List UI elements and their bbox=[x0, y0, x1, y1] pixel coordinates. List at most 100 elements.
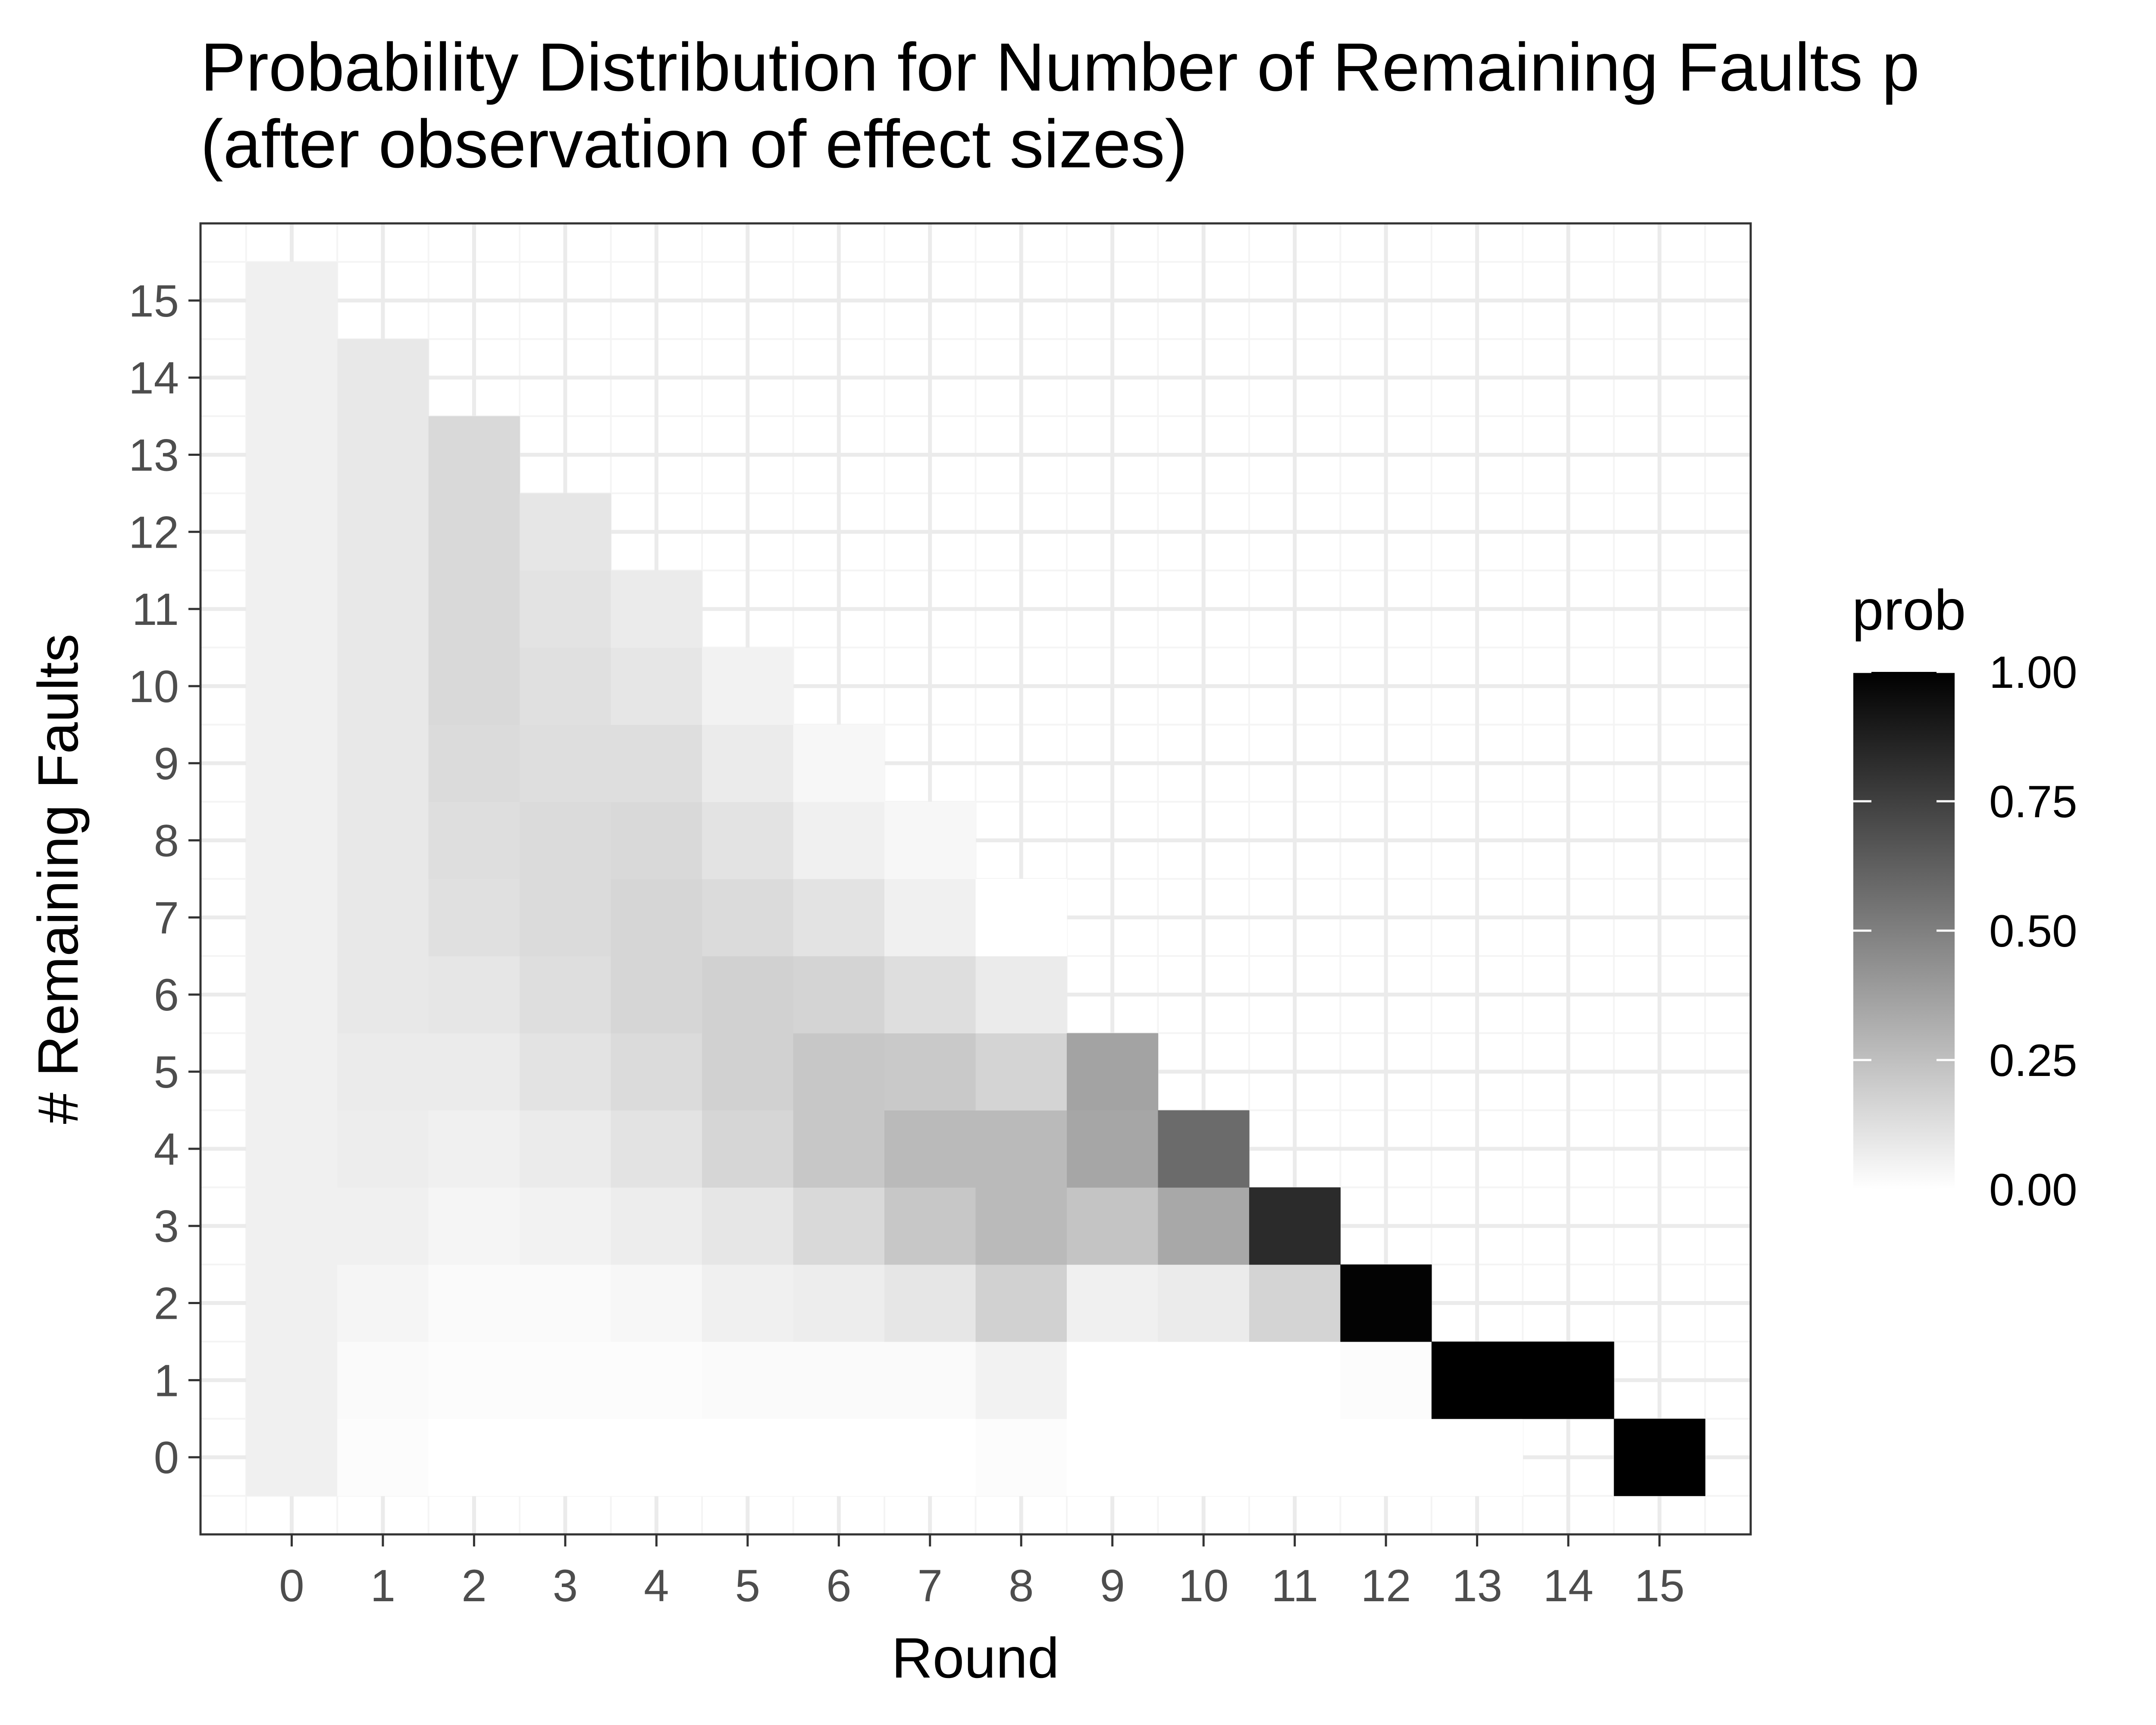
heatmap-tile bbox=[520, 1187, 611, 1265]
y-axis-title: # Remaining Faults bbox=[26, 634, 90, 1124]
heatmap-tile bbox=[975, 956, 1067, 1034]
heatmap-tile bbox=[1066, 1418, 1159, 1496]
heatmap-tile bbox=[1249, 1418, 1341, 1496]
color-legend: prob 1.00 0.75 0.50 0.25 0.00 bbox=[1852, 578, 2077, 1215]
heatmap-tile bbox=[337, 879, 429, 957]
heatmap-tile bbox=[246, 1418, 338, 1496]
x-tick-label: 15 bbox=[1634, 1561, 1685, 1611]
heatmap-tile bbox=[1158, 1418, 1250, 1496]
heatmap-tile bbox=[428, 416, 520, 494]
x-tick-label: 13 bbox=[1452, 1561, 1502, 1611]
x-tick-label: 0 bbox=[279, 1561, 304, 1611]
heatmap-tile bbox=[1066, 1264, 1159, 1342]
legend-label: 1.00 bbox=[1989, 647, 2077, 698]
heatmap-tile bbox=[702, 1033, 794, 1111]
x-tick-label: 3 bbox=[553, 1561, 578, 1611]
y-tick-label: 5 bbox=[154, 1047, 179, 1098]
heatmap-tile bbox=[1158, 1110, 1250, 1188]
y-tick-label: 9 bbox=[154, 739, 179, 789]
heatmap-tile bbox=[337, 1187, 429, 1265]
heatmap-tile bbox=[884, 1341, 976, 1419]
heatmap-tile bbox=[246, 1264, 338, 1342]
heatmap-tile bbox=[793, 1341, 885, 1419]
heatmap-tile bbox=[246, 493, 338, 571]
legend-ticks: 1.00 0.75 0.50 0.25 0.00 bbox=[1853, 647, 2077, 1215]
heatmap-tile bbox=[702, 647, 794, 725]
heatmap-tile bbox=[702, 1187, 794, 1265]
heatmap-tile bbox=[611, 1033, 702, 1111]
legend-label: 0.00 bbox=[1989, 1165, 2077, 1215]
heatmap-tile bbox=[884, 1187, 976, 1265]
heatmap-tile bbox=[1340, 1264, 1432, 1342]
heatmap-tile bbox=[246, 570, 338, 648]
y-tick-label: 8 bbox=[154, 816, 179, 866]
heatmap-tile bbox=[702, 1264, 794, 1342]
panel-border bbox=[199, 222, 1752, 1536]
heatmap-tile bbox=[428, 1341, 520, 1419]
x-tick-label: 14 bbox=[1543, 1561, 1594, 1611]
heatmap-tile bbox=[975, 879, 1067, 957]
heatmap-tile bbox=[246, 262, 338, 339]
heatmap-tile bbox=[428, 879, 520, 957]
heatmap-tile bbox=[337, 570, 429, 648]
heatmap-tile bbox=[428, 802, 520, 879]
heatmap-tile bbox=[337, 956, 429, 1034]
heatmap-tile bbox=[520, 647, 611, 725]
heatmap-tile bbox=[520, 1033, 611, 1111]
heatmap-tile bbox=[246, 647, 338, 725]
y-tick-label: 2 bbox=[154, 1279, 179, 1329]
heatmap-tile bbox=[246, 416, 338, 494]
heatmap-tile bbox=[793, 724, 885, 802]
heatmap-tile bbox=[611, 1418, 702, 1496]
heatmap-tile bbox=[520, 879, 611, 957]
heatmap-tile bbox=[337, 802, 429, 879]
heatmap-tile bbox=[428, 1110, 520, 1188]
heatmap-tile bbox=[337, 647, 429, 725]
heatmap-tile bbox=[975, 1418, 1067, 1496]
heatmap-tile bbox=[611, 956, 702, 1034]
heatmap-tile bbox=[337, 724, 429, 802]
y-tick-label: 14 bbox=[128, 353, 179, 404]
heatmap-tile bbox=[1249, 1187, 1341, 1265]
heatmap-tile bbox=[611, 647, 702, 725]
heatmap-tile bbox=[884, 879, 976, 957]
heatmap-tile bbox=[337, 416, 429, 494]
heatmap-tile bbox=[702, 1418, 794, 1496]
legend-label: 0.25 bbox=[1989, 1035, 2077, 1086]
heatmap-tile bbox=[702, 879, 794, 957]
heatmap-tile bbox=[520, 1418, 611, 1496]
heatmap-tile bbox=[428, 1418, 520, 1496]
heatmap-tile bbox=[520, 493, 611, 571]
legend-label: 0.75 bbox=[1989, 777, 2077, 827]
y-tick-label: 1 bbox=[154, 1355, 179, 1406]
plot-panel bbox=[199, 222, 1752, 1536]
heatmap-tile bbox=[1340, 1418, 1432, 1496]
y-tick-label: 15 bbox=[128, 276, 179, 326]
heatmap-tile bbox=[793, 1418, 885, 1496]
heatmap-tile bbox=[337, 1341, 429, 1419]
heatmap-tile bbox=[1158, 1187, 1250, 1265]
heatmap-tile bbox=[884, 956, 976, 1034]
heatmap-tile bbox=[1158, 1264, 1250, 1342]
heatmap-tile bbox=[246, 724, 338, 802]
x-tick-label: 6 bbox=[826, 1561, 851, 1611]
heatmap-tile bbox=[611, 1110, 702, 1188]
chart-subtitle: (after observation of effect sizes) bbox=[201, 106, 1188, 182]
heatmap-tile bbox=[246, 1033, 338, 1111]
heatmap-tile bbox=[611, 1187, 702, 1265]
heatmap-tile bbox=[428, 493, 520, 571]
heatmap-tile bbox=[793, 956, 885, 1034]
heatmap-tile bbox=[702, 1110, 794, 1188]
heatmap-tile bbox=[975, 1264, 1067, 1342]
heatmap-tile bbox=[1340, 1341, 1432, 1419]
heatmap-tile bbox=[428, 570, 520, 648]
heatmap-tile bbox=[520, 570, 611, 648]
heatmap-tile bbox=[337, 339, 429, 417]
heatmap-tile bbox=[884, 1264, 976, 1342]
heatmap-tile bbox=[1066, 1187, 1159, 1265]
heatmap-tile bbox=[428, 647, 520, 725]
x-axis: 0 1 2 3 4 5 6 7 8 9 10 11 12 13 14 15 bbox=[279, 1534, 1685, 1611]
heatmap-tile bbox=[520, 1110, 611, 1188]
heatmap-tile bbox=[246, 1341, 338, 1419]
heatmap-tile bbox=[793, 1264, 885, 1342]
